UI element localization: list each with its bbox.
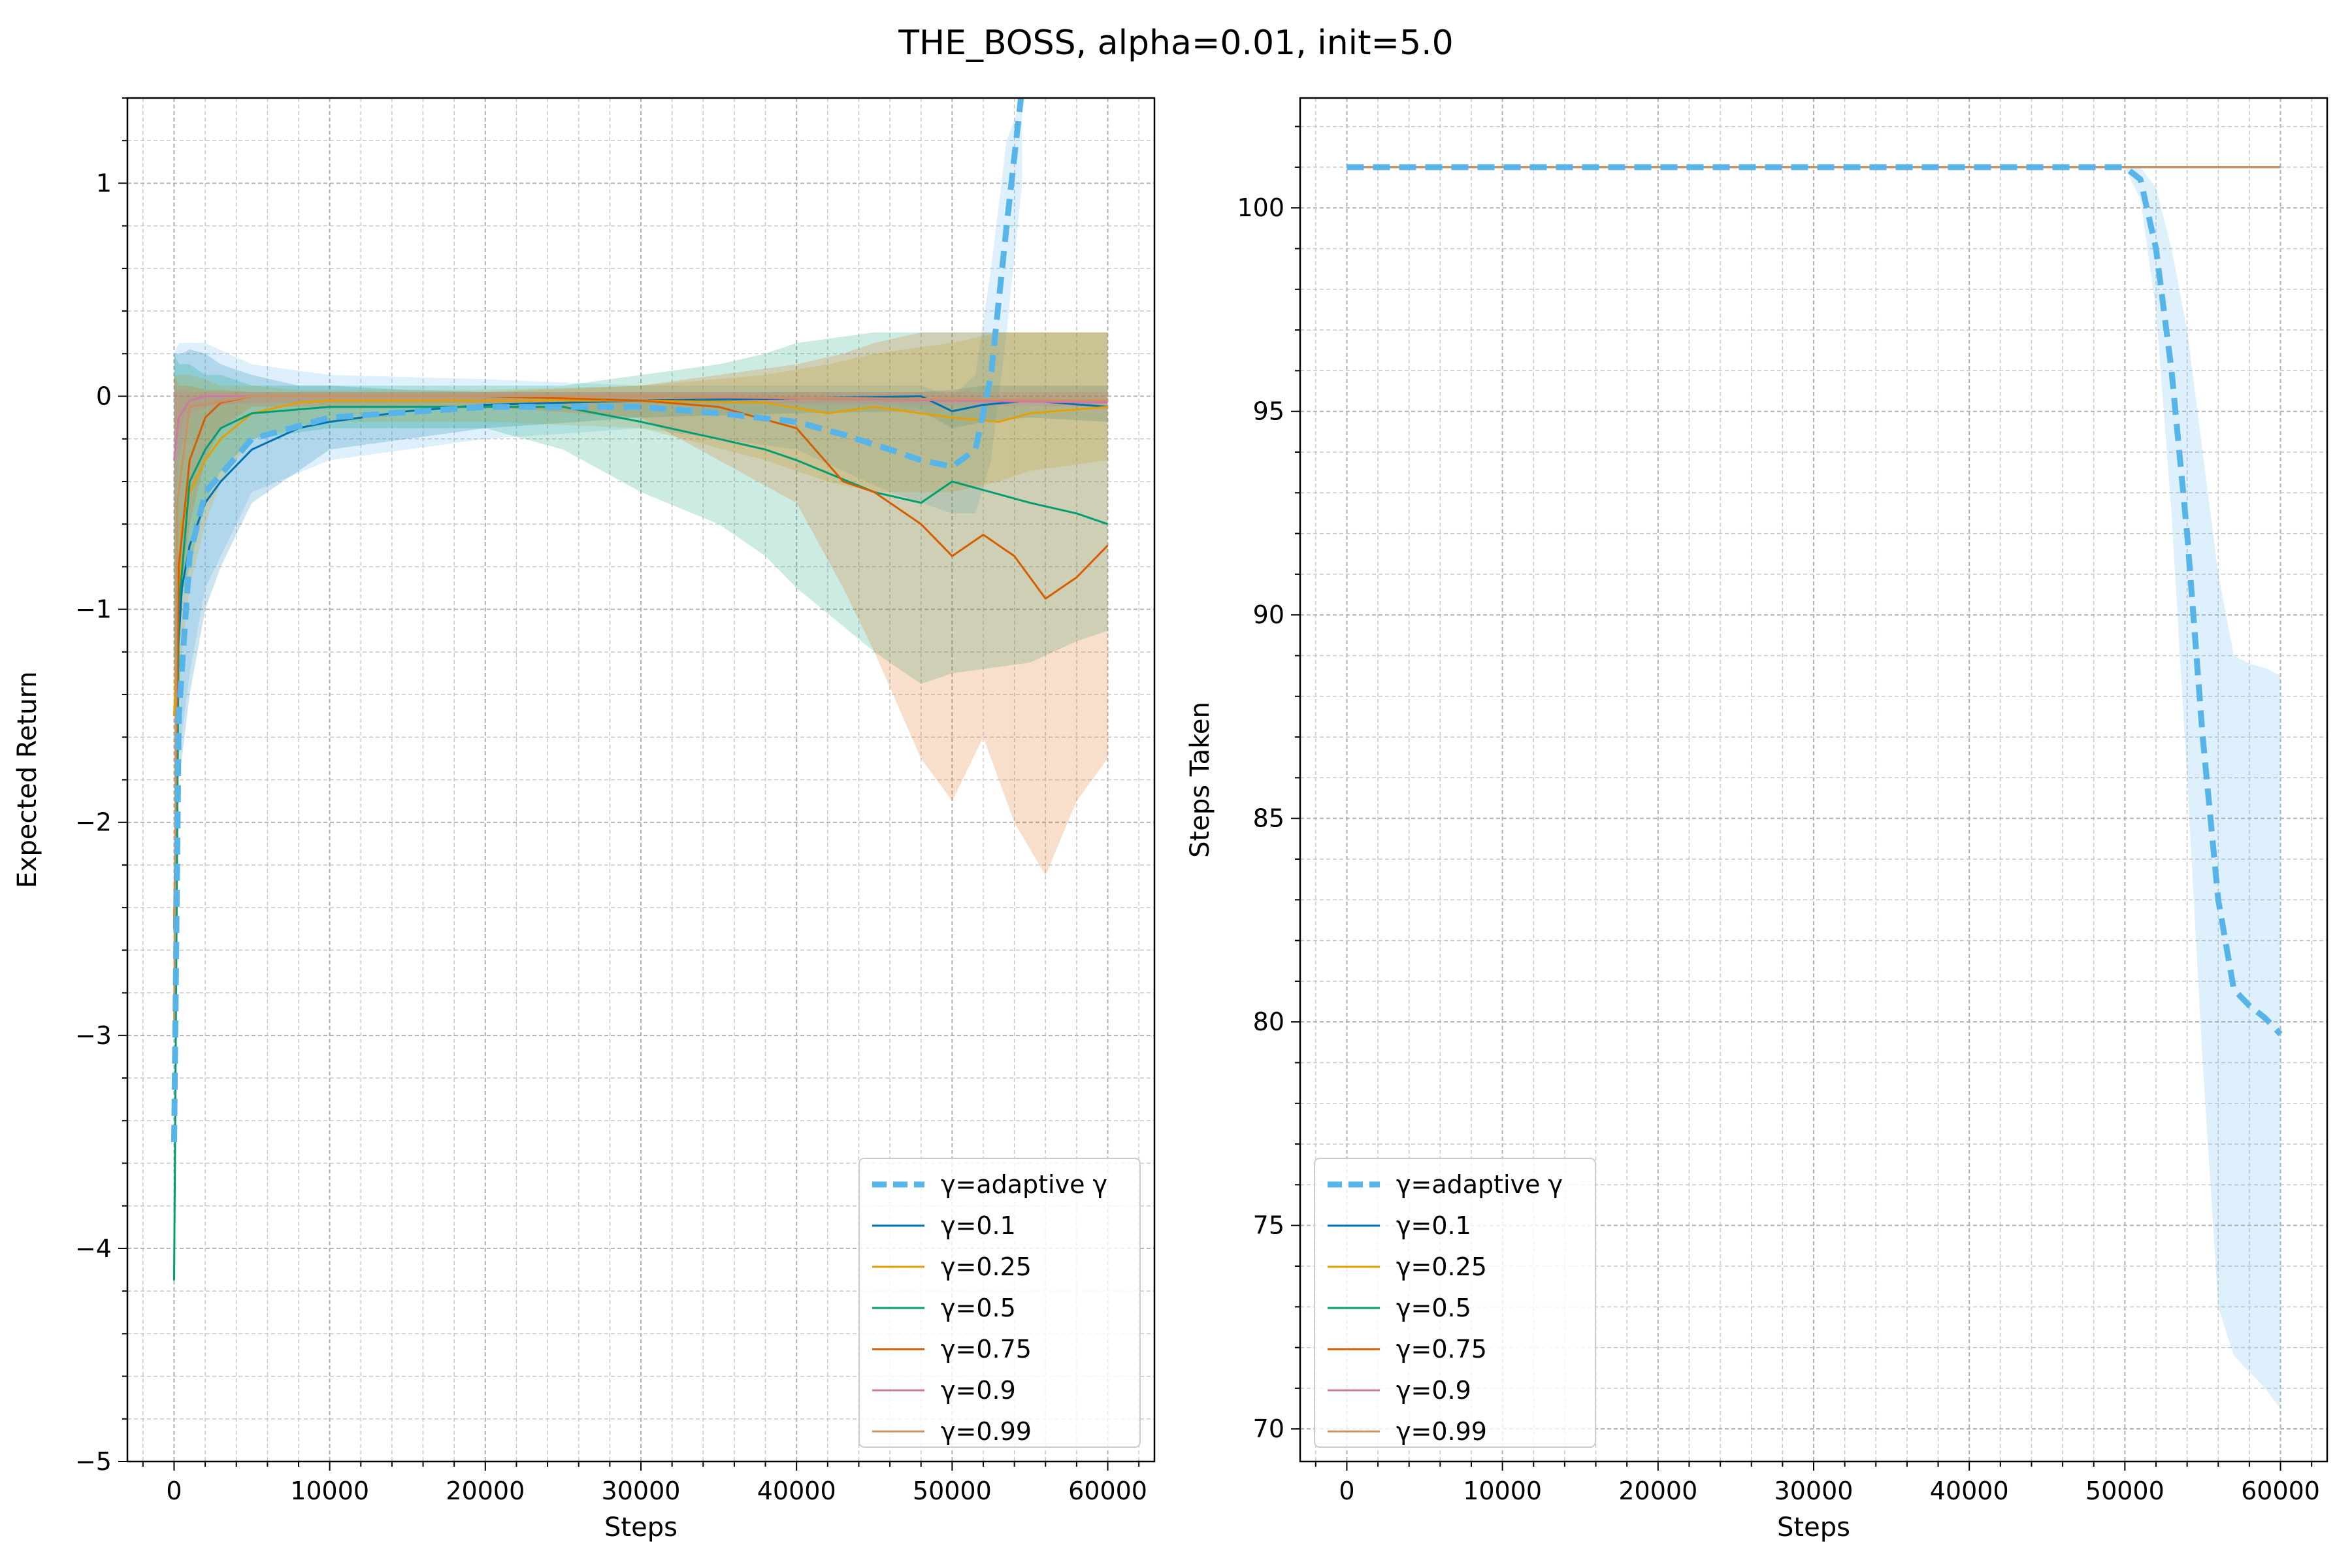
y-tick-label: 0 [96, 382, 112, 411]
legend: γ=adaptive γ γ=0.1 γ=0.25 γ=0.5 γ=0.75 γ=0.9 γ… [858, 1158, 1141, 1448]
y-tick-label: −4 [75, 1234, 112, 1263]
y-tick-label: 100 [1237, 193, 1284, 222]
legend-label: γ=0.5 [941, 1294, 1016, 1322]
x-tick-label: 50000 [913, 1477, 992, 1505]
series-line [173, 399, 1108, 716]
legend-box [858, 1158, 1141, 1448]
confidence-band [174, 332, 1108, 684]
y-axis-label: Expected Return [12, 671, 42, 888]
legend-label: γ=0.99 [941, 1417, 1032, 1446]
y-tick-label: −2 [75, 808, 112, 837]
y-tick-label: 70 [1253, 1414, 1284, 1443]
steps-taken-chart: 0 10000 20000 30000 40000 50000 60000 70 75 80 85 9… [1185, 97, 2328, 1543]
confidence-band [174, 332, 1108, 780]
confidence-band [174, 98, 1022, 802]
y-tick-label: −5 [75, 1447, 112, 1476]
y-tick-label: 80 [1253, 1007, 1284, 1036]
x-tick-label: 10000 [1463, 1477, 1542, 1505]
x-tick-label: 0 [1339, 1477, 1354, 1505]
confidence-band [174, 332, 1108, 876]
x-tick-label: 60000 [2241, 1477, 2320, 1505]
y-tick-label: 95 [1253, 397, 1284, 426]
x-tick-label: 0 [166, 1477, 182, 1505]
series-line [1347, 164, 2283, 1037]
legend: γ=adaptive γ γ=0.1 γ=0.25 γ=0.5 γ=0.75 γ=0.9 γ… [1314, 1158, 1596, 1448]
legend-label: γ=0.9 [941, 1376, 1016, 1405]
legend-label: γ=0.75 [1396, 1335, 1487, 1364]
x-tick-label: 40000 [1930, 1477, 2009, 1505]
y-tick-label: −3 [75, 1021, 112, 1050]
legend-label: γ=adaptive γ [941, 1170, 1107, 1199]
series-line [173, 406, 1108, 1281]
legend-box [1314, 1158, 1596, 1448]
x-tick-label: 50000 [2085, 1477, 2164, 1505]
plot-area [1347, 164, 2283, 1409]
series-line [173, 395, 1108, 716]
legend-label: γ=0.75 [941, 1335, 1032, 1364]
x-tick-label: 60000 [1068, 1477, 1147, 1505]
x-tick-label: 20000 [1618, 1477, 1697, 1505]
expected-return-chart: 0 10000 20000 30000 40000 50000 60000 −5 −4 −3 −2 −… [12, 97, 1156, 1543]
x-tick-label: 30000 [1774, 1477, 1854, 1505]
legend-label: γ=0.25 [1396, 1252, 1487, 1281]
x-tick-label: 10000 [290, 1477, 369, 1505]
y-tick-label: 90 [1253, 600, 1284, 629]
x-tick-label: 40000 [757, 1477, 836, 1505]
legend-label: γ=0.1 [1396, 1211, 1471, 1240]
x-tick-label: 20000 [446, 1477, 525, 1505]
plot-area [171, 98, 1109, 1281]
y-tick-label: 75 [1253, 1211, 1284, 1240]
y-tick-label: 1 [96, 169, 112, 197]
x-tick-label: 30000 [602, 1477, 681, 1505]
series-line [171, 98, 1024, 1142]
legend-label: γ=0.25 [941, 1252, 1032, 1281]
legend-label: γ=0.5 [1396, 1294, 1471, 1322]
figure-title: THE_BOSS, alpha=0.01, init=5.0 [898, 24, 1454, 63]
legend-label: γ=0.9 [1396, 1376, 1471, 1405]
grid [127, 97, 1154, 1462]
legend-label: γ=adaptive γ [1396, 1170, 1563, 1199]
legend-label: γ=0.1 [941, 1211, 1016, 1240]
x-axis-label: Steps [1777, 1512, 1850, 1543]
legend-label: γ=0.99 [1396, 1417, 1487, 1446]
series-line [173, 395, 1108, 1036]
y-axis-label: Steps Taken [1185, 702, 1215, 858]
y-tick-label: 85 [1253, 804, 1284, 833]
y-tick-label: −1 [75, 595, 112, 624]
confidence-band [174, 349, 1108, 802]
x-axis-label: Steps [604, 1512, 678, 1543]
